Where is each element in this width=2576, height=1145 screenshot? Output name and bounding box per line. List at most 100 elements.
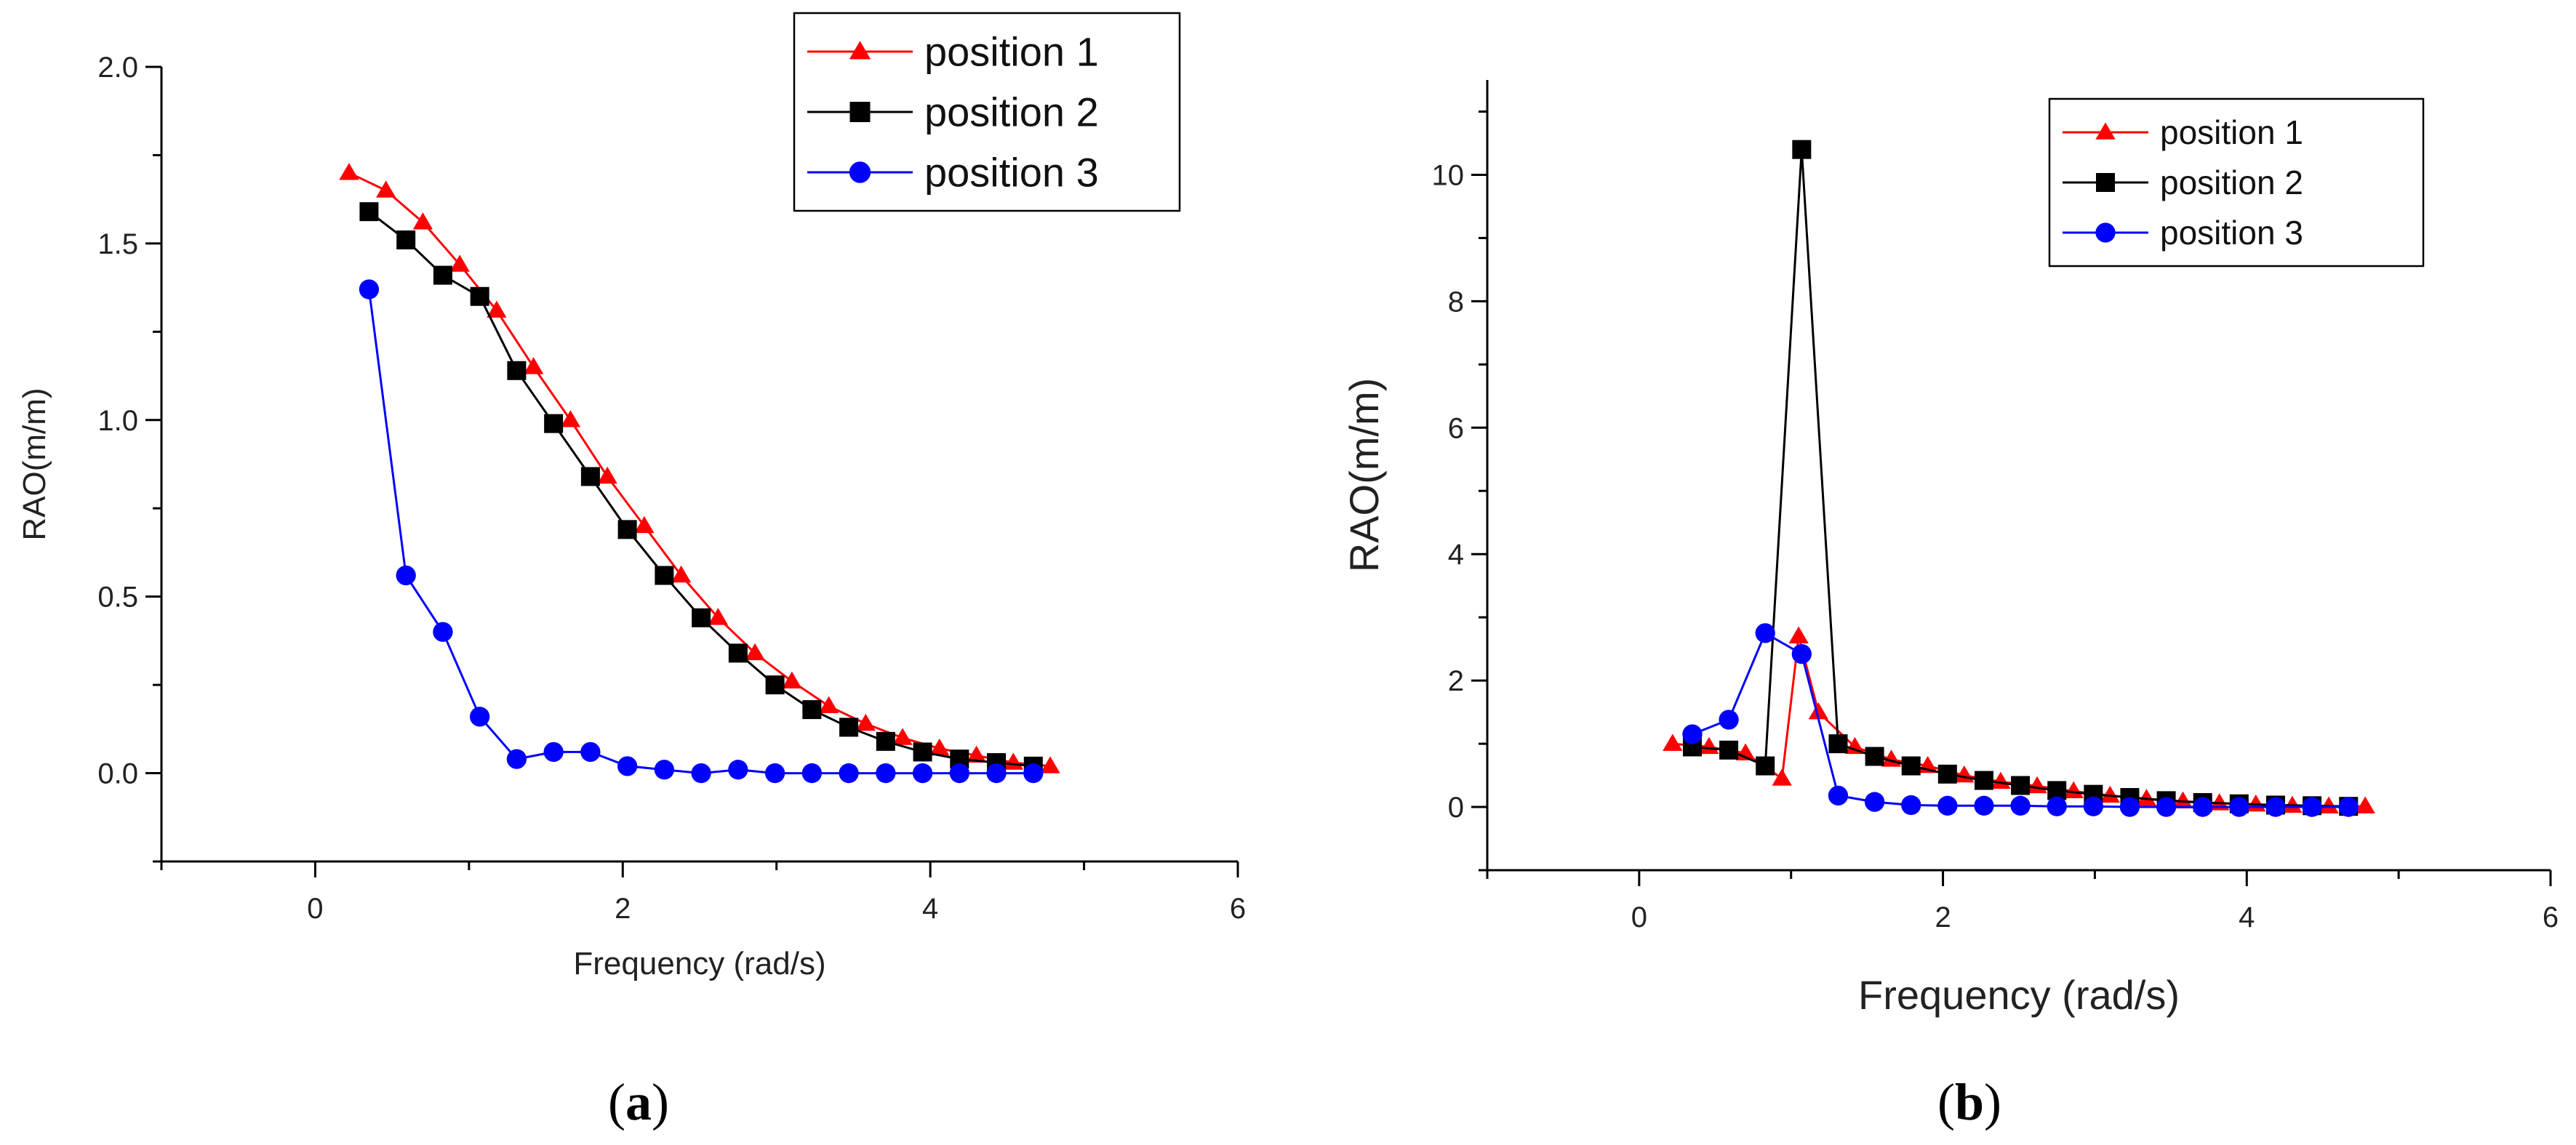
data-point-position-3 xyxy=(728,760,748,780)
legend-marker-position-2 xyxy=(849,102,871,122)
legend: position 1 position 2 position 3 xyxy=(793,12,1181,212)
data-point-position-3 xyxy=(912,763,933,784)
data-point-position-2 xyxy=(1756,756,1775,776)
data-point-position-2 xyxy=(655,566,674,585)
data-point-position-1 xyxy=(745,643,765,661)
data-point-position-2 xyxy=(1865,747,1884,766)
legend-marker-position-2 xyxy=(2096,173,2115,192)
data-point-position-1 xyxy=(2136,789,2157,806)
data-point-position-1 xyxy=(2100,785,2120,803)
data-point-position-3 xyxy=(1901,795,1921,816)
x-tick-label: 0 xyxy=(1631,901,1647,933)
data-point-position-2 xyxy=(876,731,895,751)
data-point-position-3 xyxy=(506,749,527,769)
data-point-position-2 xyxy=(359,202,379,222)
legend-marker-position-1 xyxy=(2095,122,2116,140)
data-point-position-2 xyxy=(433,265,452,285)
data-point-position-3 xyxy=(359,279,380,300)
x-axis-title: Frequency (rad/s) xyxy=(1858,972,2180,1018)
data-point-position-1 xyxy=(2063,781,2084,799)
data-point-position-1 xyxy=(2172,791,2193,808)
y-tick-label: 10 xyxy=(1432,159,1465,191)
x-tick-label: 2 xyxy=(1935,901,1951,933)
y-tick-label: 6 xyxy=(1448,412,1464,444)
series-position-1 xyxy=(339,163,1060,774)
data-point-position-3 xyxy=(1791,643,1812,664)
y-tick-label: 0 xyxy=(1448,792,1464,824)
data-point-position-3 xyxy=(876,763,896,784)
data-point-position-3 xyxy=(801,763,822,784)
data-point-position-3 xyxy=(2265,797,2286,817)
legend-label: position 2 xyxy=(924,89,1099,135)
data-point-position-2 xyxy=(617,520,637,539)
x-tick-label: 0 xyxy=(307,893,323,925)
panel-label-b: (b) xyxy=(1937,1073,2001,1131)
data-point-position-2 xyxy=(765,675,785,695)
data-point-position-1 xyxy=(782,671,802,689)
data-point-position-1 xyxy=(2355,796,2375,813)
data-point-position-2 xyxy=(1937,764,1957,784)
data-point-position-1 xyxy=(1788,626,1809,643)
data-point-position-1 xyxy=(708,608,729,625)
data-point-position-3 xyxy=(1974,795,1994,816)
legend-marker-position-1 xyxy=(849,41,871,60)
data-point-position-3 xyxy=(2156,797,2177,817)
data-point-position-3 xyxy=(1719,710,1739,730)
data-point-position-2 xyxy=(1974,771,1993,790)
data-point-position-3 xyxy=(986,763,1007,784)
data-point-position-3 xyxy=(2302,797,2322,817)
chart-a: 0 2 4 6 0.0 0.5 1.0 1.5 2.0 Frequency (rad/s) RAO(… xyxy=(17,12,1246,981)
data-point-position-3 xyxy=(764,763,785,784)
legend-label: position 1 xyxy=(2160,113,2303,151)
data-point-position-1 xyxy=(339,163,359,180)
x-tick-label: 2 xyxy=(615,893,631,925)
data-point-position-1 xyxy=(412,212,433,230)
data-point-position-2 xyxy=(2011,776,2031,795)
data-point-position-3 xyxy=(839,763,859,784)
data-point-position-1 xyxy=(966,745,987,763)
data-point-position-3 xyxy=(654,760,675,780)
data-point-position-3 xyxy=(1937,795,1958,816)
y-tick-label: 0.0 xyxy=(97,758,138,790)
data-point-position-2 xyxy=(728,643,748,663)
data-point-position-2 xyxy=(507,361,527,380)
legend-marker-position-3 xyxy=(2095,222,2116,243)
data-point-position-3 xyxy=(2229,797,2249,817)
data-point-position-2 xyxy=(1719,740,1739,760)
data-point-position-2 xyxy=(802,700,822,720)
legend-label: position 3 xyxy=(2160,214,2303,252)
data-point-position-1 xyxy=(818,696,839,714)
y-axis-title: RAO(m/m) xyxy=(1341,378,1387,573)
data-point-position-3 xyxy=(1682,724,1703,744)
data-point-position-2 xyxy=(692,608,711,627)
x-tick-label: 6 xyxy=(2543,901,2559,933)
y-tick-label: 0.5 xyxy=(97,582,138,614)
data-point-position-3 xyxy=(2083,796,2103,816)
data-point-position-1 xyxy=(376,180,396,198)
data-point-position-1 xyxy=(892,728,913,745)
data-point-position-2 xyxy=(470,286,489,306)
data-point-position-3 xyxy=(2119,797,2140,817)
series-position-2 xyxy=(359,202,1043,776)
data-point-position-3 xyxy=(2338,797,2359,817)
data-point-position-1 xyxy=(1772,768,1792,786)
data-point-position-3 xyxy=(1828,785,1849,806)
data-point-position-1 xyxy=(671,565,692,583)
data-point-position-2 xyxy=(1901,756,1921,776)
x-tick-label: 4 xyxy=(922,893,938,925)
series-position-3 xyxy=(1682,623,2359,817)
y-axis-title: RAO(m/m) xyxy=(17,387,52,540)
data-point-position-1 xyxy=(929,738,950,756)
data-point-position-3 xyxy=(580,742,601,763)
legend-label: position 2 xyxy=(2160,164,2303,201)
series-line-position-1 xyxy=(348,172,1051,768)
y-tick-label: 1.0 xyxy=(97,405,138,437)
x-tick-label: 4 xyxy=(2239,901,2255,933)
data-point-position-3 xyxy=(617,756,638,776)
data-point-position-1 xyxy=(487,300,507,318)
data-point-position-2 xyxy=(913,742,932,762)
data-point-position-1 xyxy=(1844,736,1865,755)
data-point-position-2 xyxy=(580,467,600,486)
data-point-position-2 xyxy=(396,230,416,250)
